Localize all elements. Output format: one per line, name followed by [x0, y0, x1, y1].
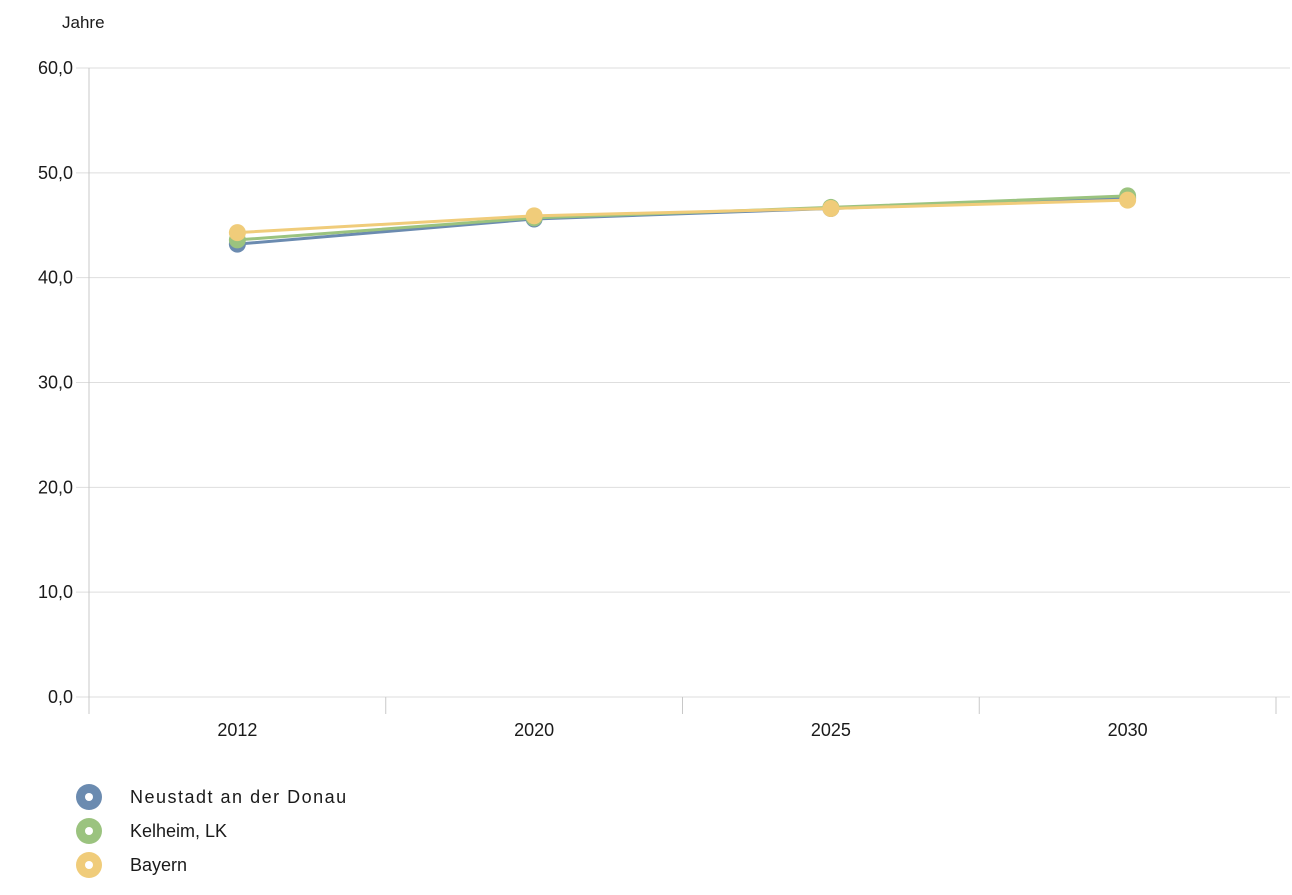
y-tick-label: 30,0 [38, 373, 73, 393]
line-chart: Jahre 0,0 10,0 20,0 30,0 40,0 50,0 60,0 2012 2020… [38, 13, 1290, 740]
legend-label-kelheim: Kelheim, LK [130, 820, 228, 841]
series-line [237, 198, 1128, 235]
data-point[interactable] [822, 199, 840, 217]
legend: Neustadt an der Donau Kelheim, LK Bayern [76, 780, 348, 882]
legend-item-bayern[interactable]: Bayern [76, 848, 348, 882]
y-tick-label: 20,0 [38, 477, 73, 497]
legend-item-neustadt[interactable]: Neustadt an der Donau [76, 780, 348, 814]
y-tick-label: 60,0 [38, 58, 73, 78]
data-point[interactable] [525, 207, 543, 225]
legend-item-kelheim[interactable]: Kelheim, LK [76, 814, 348, 848]
y-tick-label: 0,0 [48, 687, 73, 707]
legend-marker-neustadt [76, 784, 102, 810]
data-point[interactable] [228, 224, 246, 242]
y-tick-label: 10,0 [38, 582, 73, 602]
y-tick-label: 50,0 [38, 163, 73, 183]
legend-label-bayern: Bayern [130, 854, 188, 875]
grid [76, 67, 1290, 698]
y-axis-unit: Jahre [62, 13, 105, 32]
x-tick-label: 2012 [217, 720, 257, 740]
legend-label-neustadt: Neustadt an der Donau [130, 786, 348, 807]
y-tick-label: 40,0 [38, 268, 73, 288]
legend-marker-kelheim [76, 818, 102, 844]
x-tick-label: 2025 [811, 720, 851, 740]
x-tick-label: 2020 [514, 720, 554, 740]
series-layer [228, 187, 1137, 253]
axes: Jahre 0,0 10,0 20,0 30,0 40,0 50,0 60,0 2012 2020… [38, 13, 1277, 740]
legend-marker-bayern [76, 852, 102, 878]
x-tick-label: 2030 [1108, 720, 1148, 740]
data-point[interactable] [1119, 191, 1137, 209]
